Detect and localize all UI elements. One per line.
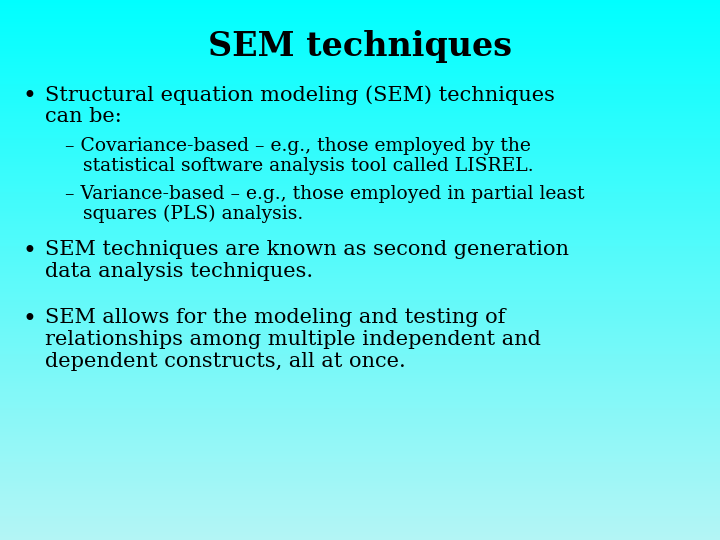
Text: can be:: can be: bbox=[45, 107, 122, 126]
Text: SEM allows for the modeling and testing of: SEM allows for the modeling and testing … bbox=[45, 308, 505, 327]
Text: relationships among multiple independent and: relationships among multiple independent… bbox=[45, 330, 541, 349]
Text: SEM techniques: SEM techniques bbox=[208, 30, 512, 63]
Text: dependent constructs, all at once.: dependent constructs, all at once. bbox=[45, 352, 406, 371]
Text: Structural equation modeling (SEM) techniques: Structural equation modeling (SEM) techn… bbox=[45, 85, 555, 105]
Text: – Variance-based – e.g., those employed in partial least: – Variance-based – e.g., those employed … bbox=[65, 185, 585, 203]
Text: statistical software analysis tool called LISREL.: statistical software analysis tool calle… bbox=[65, 157, 534, 175]
Text: •: • bbox=[22, 240, 36, 263]
Text: •: • bbox=[22, 85, 36, 108]
Text: squares (PLS) analysis.: squares (PLS) analysis. bbox=[65, 205, 303, 223]
Text: – Covariance-based – e.g., those employed by the: – Covariance-based – e.g., those employe… bbox=[65, 137, 531, 155]
Text: data analysis techniques.: data analysis techniques. bbox=[45, 262, 313, 281]
Text: SEM techniques are known as second generation: SEM techniques are known as second gener… bbox=[45, 240, 569, 259]
Text: •: • bbox=[22, 308, 36, 331]
